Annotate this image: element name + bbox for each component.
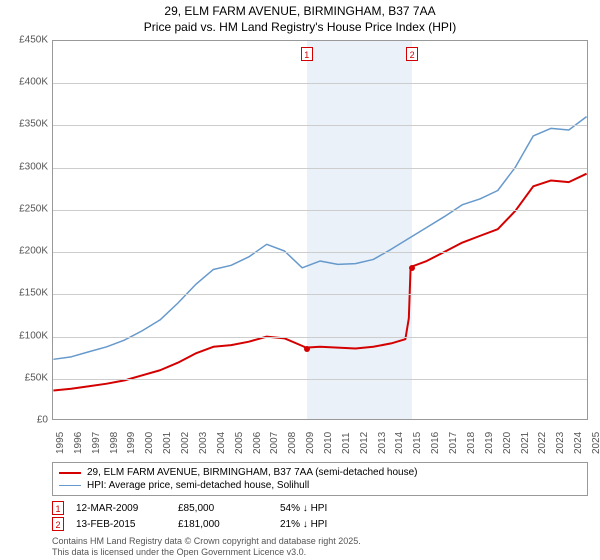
y-axis-tick: £300K (19, 161, 48, 172)
x-axis-tick: 2005 (234, 432, 245, 454)
y-axis-tick: £400K (19, 77, 48, 88)
sale-date: 13-FEB-2015 (76, 519, 166, 530)
title-line-1: 29, ELM FARM AVENUE, BIRMINGHAM, B37 7AA (0, 4, 600, 20)
title-line-2: Price paid vs. HM Land Registry's House … (0, 20, 600, 36)
x-axis-tick: 2015 (412, 432, 423, 454)
price-chart: 29, ELM FARM AVENUE, BIRMINGHAM, B37 7AA… (0, 0, 600, 560)
legend: 29, ELM FARM AVENUE, BIRMINGHAM, B37 7AA… (52, 462, 588, 496)
y-axis-tick: £50K (25, 372, 48, 383)
x-axis-tick: 2004 (216, 432, 227, 454)
sale-marker-point (409, 265, 415, 271)
x-axis-tick: 1998 (109, 432, 120, 454)
sale-price: £181,000 (178, 519, 268, 530)
x-axis-tick: 2016 (430, 432, 441, 454)
sale-marker-badge: 1 (52, 501, 64, 515)
sale-marker-badge: 2 (52, 517, 64, 531)
y-axis-tick: £350K (19, 119, 48, 130)
x-axis-tick: 2025 (591, 432, 600, 454)
legend-row: HPI: Average price, semi-detached house,… (59, 479, 581, 492)
sale-marker-flag: 2 (406, 47, 418, 61)
sale-marker-point (304, 346, 310, 352)
x-axis-tick: 2007 (269, 432, 280, 454)
x-axis-tick: 2014 (394, 432, 405, 454)
x-axis-tick: 2023 (555, 432, 566, 454)
sales-row: 2 13-FEB-2015 £181,000 21% ↓ HPI (52, 516, 588, 532)
x-axis-tick: 2019 (484, 432, 495, 454)
y-axis-tick: £250K (19, 203, 48, 214)
y-axis-tick: £150K (19, 288, 48, 299)
x-axis-tick: 2001 (162, 432, 173, 454)
attribution-line: This data is licensed under the Open Gov… (52, 547, 361, 558)
attribution-line: Contains HM Land Registry data © Crown c… (52, 536, 361, 547)
sale-marker-flag: 1 (301, 47, 313, 61)
x-axis-tick: 2010 (323, 432, 334, 454)
chart-title-block: 29, ELM FARM AVENUE, BIRMINGHAM, B37 7AA… (0, 0, 600, 35)
x-axis-tick: 2012 (359, 432, 370, 454)
x-axis-tick: 2024 (573, 432, 584, 454)
legend-row: 29, ELM FARM AVENUE, BIRMINGHAM, B37 7AA… (59, 466, 581, 479)
x-axis-tick: 2017 (448, 432, 459, 454)
sales-table: 1 12-MAR-2009 £85,000 54% ↓ HPI 2 13-FEB… (52, 500, 588, 532)
line-layer (53, 41, 587, 419)
x-axis-tick: 2011 (341, 432, 352, 454)
x-axis-tick: 2018 (466, 432, 477, 454)
sale-price: £85,000 (178, 503, 268, 514)
legend-swatch (59, 485, 81, 486)
legend-label: 29, ELM FARM AVENUE, BIRMINGHAM, B37 7AA… (87, 467, 418, 478)
x-axis-tick: 2020 (502, 432, 513, 454)
x-axis-tick: 1999 (126, 432, 137, 454)
sale-date: 12-MAR-2009 (76, 503, 166, 514)
plot-area: 12 (52, 40, 588, 420)
sale-diff: 54% ↓ HPI (280, 503, 370, 514)
x-axis-tick: 2006 (252, 432, 263, 454)
x-axis-tick: 2022 (537, 432, 548, 454)
x-axis-tick: 2003 (198, 432, 209, 454)
y-axis-tick: £100K (19, 330, 48, 341)
y-axis-tick: £200K (19, 246, 48, 257)
x-axis-tick: 2000 (144, 432, 155, 454)
legend-label: HPI: Average price, semi-detached house,… (87, 480, 309, 491)
x-axis-tick: 2009 (305, 432, 316, 454)
x-axis-tick: 1997 (91, 432, 102, 454)
x-axis-tick: 2008 (287, 432, 298, 454)
attribution: Contains HM Land Registry data © Crown c… (52, 536, 361, 558)
sales-row: 1 12-MAR-2009 £85,000 54% ↓ HPI (52, 500, 588, 516)
y-axis-tick: £450K (19, 35, 48, 46)
x-axis-tick: 2002 (180, 432, 191, 454)
legend-swatch (59, 472, 81, 474)
y-axis-tick: £0 (37, 415, 48, 426)
x-axis-tick: 1996 (73, 432, 84, 454)
x-axis-tick: 1995 (55, 432, 66, 454)
x-axis-tick: 2013 (377, 432, 388, 454)
sale-diff: 21% ↓ HPI (280, 519, 370, 530)
x-axis-tick: 2021 (520, 432, 531, 454)
